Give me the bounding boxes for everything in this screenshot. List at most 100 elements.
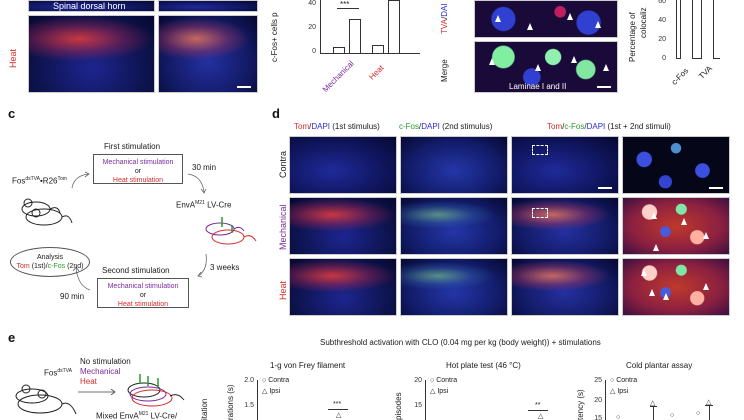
chart-b-ylabel: c-Fos+ cells p	[270, 12, 279, 62]
triangle-marker: △	[706, 399, 712, 406]
e-chart3-ytick-25: 25	[594, 377, 602, 384]
e-chart1-ytick-2: 2.0	[244, 377, 254, 384]
e-chart2-title: Hot plate test (46 °C)	[446, 361, 521, 370]
analysis-title: Analysis	[36, 254, 64, 261]
inset-box	[532, 145, 548, 155]
triangle-marker: △	[336, 412, 342, 419]
e-chart1-title: 1-g von Frey filament	[270, 361, 346, 370]
chart-b-x-axis	[320, 53, 420, 54]
arrowhead-marker	[571, 56, 577, 63]
first-stim-heat: Heat stimulation	[112, 177, 164, 184]
chart-b-bar-heat-ipsi	[388, 0, 400, 54]
arrowhead-marker	[649, 289, 655, 296]
panel-a-top-left-image: Spinal dorsal horn	[28, 0, 155, 12]
chart-coloc-category-tva: TVA	[697, 64, 714, 81]
arrowhead-marker	[663, 293, 669, 300]
e-chart2-ylabel: pisodes	[394, 392, 403, 420]
arrowhead-marker	[703, 283, 709, 290]
e-chart2-legend-contra: ○ Contra	[430, 377, 458, 384]
arrowhead-marker	[651, 212, 657, 219]
analysis-detail: Tom (1st)/c-Fos (2nd)	[11, 262, 89, 271]
e-chart2-ytick-20: 20	[414, 377, 422, 384]
error-bar-cap	[650, 406, 657, 407]
e-chart1-y-axis	[257, 380, 258, 420]
d-mechanical-merge-image	[511, 197, 619, 255]
col-header-tom-cfos-dapi: Tom/c-Fos/DAPI (1st + 2nd stimuli)	[547, 122, 671, 131]
virus-label: EnvAM21 LV-Cre	[176, 200, 231, 210]
analysis-tom: Tom	[16, 263, 30, 270]
row-label-mechanical: Mechanical	[278, 204, 288, 250]
e-chart2-sig-line	[528, 410, 548, 411]
chart-coloc-ylabel-2: colocaliz	[639, 7, 648, 38]
panel-a-heat-tom-image	[28, 15, 155, 93]
hdr-1st-2nd-stimuli: (1st + 2nd stimuli)	[605, 122, 671, 131]
e-chart1-significance: ***	[333, 401, 342, 408]
arrowhead-marker	[489, 58, 495, 65]
mouse-genotype-label: FosdsTVA•R26Tom	[12, 176, 67, 186]
interval-3-weeks: 3 weeks	[210, 263, 240, 272]
chart-coloc-ylabel-1: Percentage of	[628, 12, 637, 62]
scale-bar	[597, 86, 611, 88]
d-heat-zoom-image	[622, 258, 730, 316]
injected-mice-illustration-icon	[205, 217, 257, 245]
chart-b-bar-heat-contra	[372, 45, 384, 54]
d-contra-cfos-image	[400, 136, 508, 194]
chart-b-bar-mech-contra	[333, 47, 345, 54]
first-stimulation-box: Mechanical stimulation or Heat stimulati…	[93, 154, 183, 184]
second-stim-or: or	[139, 292, 147, 299]
e-chart2-legend-ipsi: △ Ipsi	[430, 388, 449, 395]
row-label-heat-d: Heat	[278, 280, 288, 300]
hdr-dapi: DAPI	[586, 122, 606, 131]
e-chart3-ytick-20: 20	[594, 397, 602, 404]
e-virus-mixed-enva: Mixed EnvA	[96, 411, 139, 420]
arrowhead-marker	[527, 23, 533, 30]
second-stimulation-title: Second stimulation	[102, 266, 170, 275]
chart-coloc-category-cfos: c-Fos	[669, 66, 691, 87]
col-header-cfos-dapi: c-Fos/DAPI (2nd stimulus)	[399, 122, 492, 131]
panel-e-letter: e	[8, 330, 16, 345]
chart-b-ytick-20: 20	[308, 24, 316, 31]
hdr-tom: Tom	[547, 122, 563, 131]
analysis-cfos: c-Fos	[47, 263, 66, 270]
chart-coloc-x-axis	[676, 58, 720, 59]
dapi-label: DAI	[440, 3, 449, 17]
virus-lv-cre: LV-Cre	[204, 200, 232, 210]
e-chart3-ylabel: tency (s)	[576, 389, 585, 420]
tva-label: TVA	[440, 19, 449, 34]
e-injected-mice-illustration-icon	[127, 374, 185, 407]
hdr-cfos: c-Fos	[399, 122, 419, 131]
e-genotype-label: FosdsTVA	[44, 368, 72, 378]
first-stim-or: or	[134, 168, 142, 175]
hdr-slash: /	[419, 122, 422, 131]
e-chart2-y-axis	[425, 380, 426, 420]
chart-coloc-bar-cfos	[680, 0, 693, 59]
chart-b-sig-line	[337, 8, 359, 9]
chart-b-category-heat: Heat	[367, 63, 386, 82]
chart-coloc-ytick-20: 20	[658, 36, 666, 43]
second-stim-heat: Heat stimulation	[117, 301, 169, 308]
arrowhead-marker	[495, 15, 501, 22]
e-virus-sup: M21	[138, 411, 149, 417]
e-genotype-fos: Fos	[44, 368, 58, 378]
e-chart1-ytick-1-5: 1.5	[244, 402, 254, 409]
genotype-r26: •R26	[39, 176, 58, 186]
arrowhead-marker	[603, 64, 609, 71]
panel-a-top-right-image	[158, 0, 258, 12]
arrow-curve-icon	[197, 253, 207, 278]
chart-coloc-bar-tva	[701, 0, 714, 59]
row-label-tva-dapi: TVA/DAI	[440, 3, 449, 34]
chart-b-y-axis	[320, 0, 321, 54]
hdr-dapi: DAPI	[311, 122, 331, 131]
analysis-tom-suffix: (1st)/	[29, 263, 48, 270]
hdr-dapi: DAPI	[421, 122, 440, 131]
hdr-2nd-stimulus: (2nd stimulus)	[439, 122, 493, 131]
legend-contra-label: Contra	[616, 377, 638, 384]
scale-bar	[237, 86, 251, 88]
e-chart3-legend-contra: ○ Contra	[610, 377, 638, 384]
triangle-marker: △	[538, 413, 544, 420]
legend-ipsi-label: Ipsi	[269, 388, 281, 395]
analysis-ellipse: Analysis Tom (1st)/c-Fos (2nd)	[10, 247, 90, 277]
mice-illustration-icon	[21, 198, 73, 226]
legend-contra-label: Contra	[268, 377, 290, 384]
genotype-sup-dstva: dsTVA	[25, 176, 40, 182]
